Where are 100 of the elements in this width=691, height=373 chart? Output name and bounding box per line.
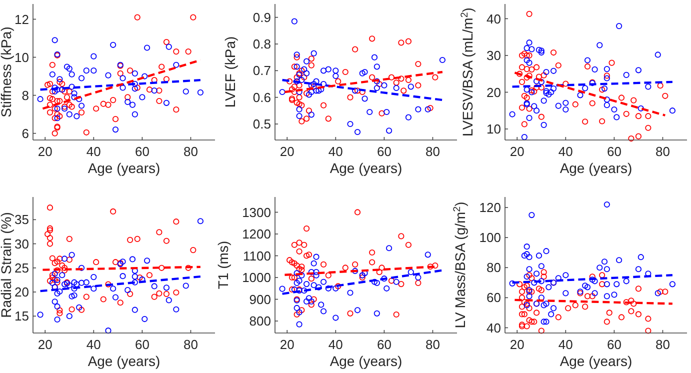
point [68,293,75,300]
point [596,42,603,48]
point [306,252,312,258]
point [127,290,134,297]
point [374,280,380,286]
y-tick-label: 80 [486,260,501,276]
point [296,112,302,120]
point [291,286,298,293]
y-tick-label: 15 [14,308,29,324]
point [185,48,192,55]
point [524,282,530,289]
point [46,234,54,242]
point [310,260,317,266]
x-tick-label: 60 [606,337,622,352]
point [635,67,642,74]
point [415,280,422,286]
point [52,115,58,122]
point [100,100,106,107]
point [398,40,404,46]
point [54,267,60,274]
point [546,91,552,98]
point [54,111,60,118]
point [540,269,547,276]
point [596,264,603,271]
point [288,286,296,293]
point [543,68,550,76]
y-tick-label: 0.7 [252,63,271,78]
point [105,281,112,288]
point [83,279,90,286]
point [320,308,327,314]
point [645,124,652,131]
point [398,280,404,288]
point [415,82,422,88]
x-tick-label: 20 [38,337,52,352]
point [296,94,302,100]
point [83,129,90,136]
point [381,82,388,88]
x-axis-title: Age (years) [88,353,160,369]
point [381,276,388,282]
point [533,270,540,277]
point [518,78,526,85]
point [378,110,385,116]
point [294,311,300,318]
point [110,97,116,104]
point [604,293,610,300]
y-tick-label: 12 [14,12,29,27]
point [52,276,58,283]
point [68,104,75,110]
point [52,84,58,91]
point [601,85,608,92]
point [320,68,327,74]
point [521,299,528,306]
point [112,126,119,133]
point [158,264,165,271]
point [61,88,68,95]
point [592,290,598,296]
point [303,70,310,76]
point [662,288,668,295]
point [110,286,116,292]
point [71,94,78,100]
point [112,259,119,266]
point [110,42,116,48]
point [134,14,140,20]
point [120,75,126,82]
point [296,278,302,284]
point [524,74,530,81]
point [354,307,361,314]
point [68,71,75,78]
point [538,78,544,85]
point [582,304,588,310]
point [550,68,557,74]
point [93,259,100,266]
point [301,74,308,80]
point [526,266,532,272]
point [120,273,126,280]
point [531,280,538,286]
point [369,36,376,42]
point [318,302,324,308]
y-tick-label: 1300 [242,204,271,220]
point [601,258,608,265]
x-tick-label: 40 [558,144,573,159]
x-tick-label: 80 [184,144,198,159]
point [521,252,528,259]
point [64,94,70,100]
point [291,18,298,24]
point [635,113,642,120]
point [630,97,637,104]
point [524,274,530,280]
point [66,66,72,72]
point [288,86,296,92]
point [303,298,310,304]
point [93,106,100,112]
point [378,264,385,271]
point [54,86,60,93]
point [526,60,532,66]
point [105,328,112,334]
point [320,102,327,108]
point [415,274,422,281]
x-tick-label: 40 [328,144,343,159]
point [291,64,298,70]
